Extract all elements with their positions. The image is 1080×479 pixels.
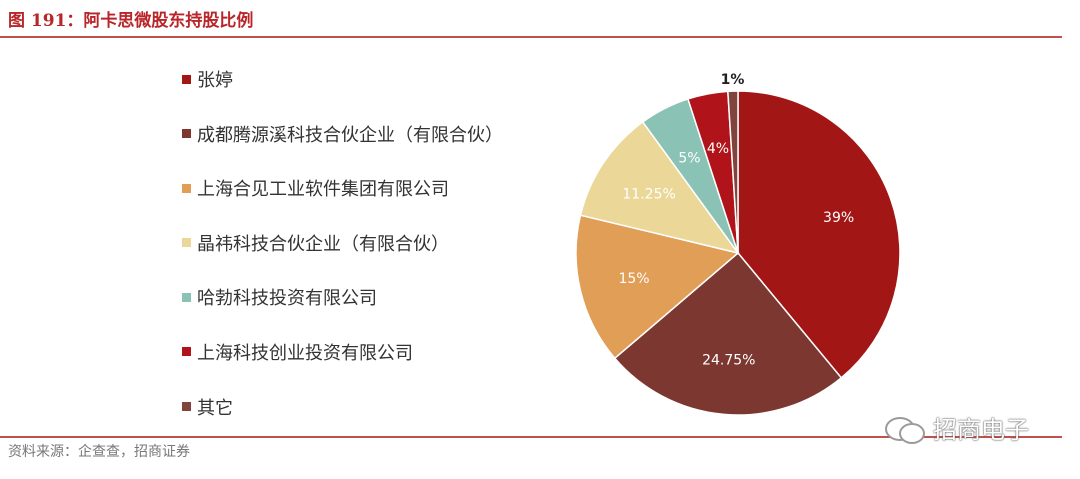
- watermark: 招商电子: [885, 410, 1029, 445]
- slice-value-label: 5%: [678, 151, 700, 167]
- source-note: 资料来源：企查查，招商证券: [8, 444, 190, 460]
- legend-swatch: [182, 292, 191, 302]
- legend-swatch: [182, 74, 191, 84]
- pie-slice: [613, 251, 843, 416]
- legend-label: 上海科技创业投资有限公司: [197, 342, 413, 364]
- chart-legend: 张婷成都腾源溪科技合伙企业（有限合伙） 上海合见工业软件集团有限公司 晶祎科技合伙企…: [182, 64, 503, 446]
- slice-value-label: 1%: [721, 72, 745, 88]
- pie-slice: [737, 90, 901, 379]
- legend-label: 晶祎科技合伙企业（有限合伙）: [197, 233, 449, 255]
- legend-label: 成都腾源溪科技合伙企业（有限合伙）: [197, 124, 503, 146]
- legend-item: 晶祎科技合伙企业（有限合伙）: [182, 228, 503, 258]
- legend-label: 其它: [197, 397, 233, 419]
- slice-value-label: 4%: [707, 141, 729, 157]
- slice-value-label: 39%: [823, 210, 854, 226]
- legend-swatch: [182, 183, 191, 193]
- legend-item: 成都腾源溪科技合伙企业（有限合伙）: [182, 119, 503, 149]
- legend-label: 张婷: [197, 70, 233, 91]
- legend-label: 上海合见工业软件集团有限公司: [197, 179, 449, 201]
- legend-item: 哈勃科技投资有限公司: [182, 282, 503, 312]
- legend-item: 上海合见工业软件集团有限公司: [182, 173, 503, 203]
- wechat-icon: [885, 413, 925, 444]
- slice-value-label: 15%: [618, 271, 649, 287]
- pie-slice: [575, 214, 740, 360]
- slice-value-label: 11.25%: [622, 187, 675, 203]
- figure-title: 图 191：阿卡思微股东持股比例: [8, 11, 254, 31]
- legend-item: 其它: [182, 392, 503, 422]
- pie-slice: [727, 90, 739, 254]
- legend-label: 哈勃科技投资有限公司: [197, 288, 377, 310]
- pie-slice: [579, 120, 740, 255]
- pie-chart: 39% 24.75% 15% 11.25% 5% 4% 1%: [575, 72, 901, 416]
- legend-swatch: [182, 238, 191, 248]
- legend-swatch: [182, 402, 191, 412]
- slice-value-label: 24.75%: [702, 353, 755, 369]
- top-divider: [0, 36, 1062, 38]
- bottom-divider: [0, 436, 1062, 438]
- legend-swatch: [182, 347, 191, 357]
- watermark-text: 招商电子: [933, 416, 1029, 444]
- legend-item: 张婷: [182, 64, 503, 94]
- legend-swatch: [182, 129, 191, 139]
- legend-item: 上海科技创业投资有限公司: [182, 337, 503, 367]
